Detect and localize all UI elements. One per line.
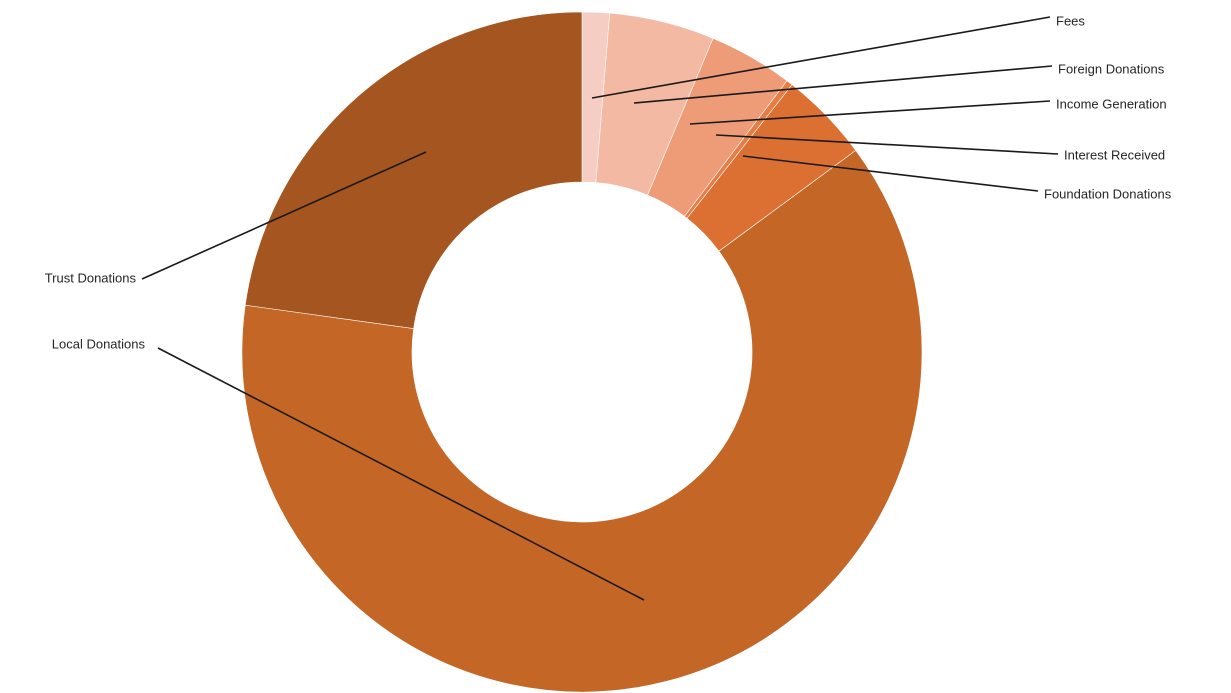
label-fees: Fees bbox=[1056, 13, 1085, 28]
label-trust-donations: Trust Donations bbox=[45, 270, 137, 285]
label-foundation-donations: Foundation Donations bbox=[1044, 186, 1172, 201]
slice-trust-donations bbox=[245, 12, 582, 329]
label-income-generation: Income Generation bbox=[1056, 96, 1167, 111]
slices-layer bbox=[242, 12, 922, 692]
label-interest-received: Interest Received bbox=[1064, 147, 1165, 162]
label-local-donations: Local Donations bbox=[52, 336, 146, 351]
label-foreign-donations: Foreign Donations bbox=[1058, 61, 1165, 76]
